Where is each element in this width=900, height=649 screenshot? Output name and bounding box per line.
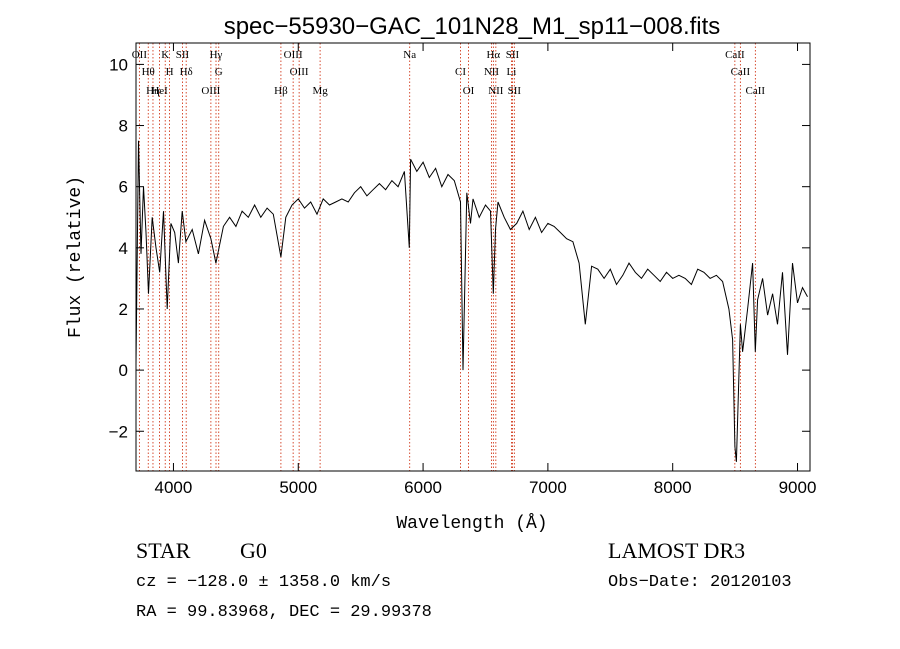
line-label: Hγ [210,49,223,61]
y-tick-label: 6 [119,178,128,197]
line-label: OIII [290,66,309,78]
y-tick-label: 8 [119,117,128,136]
y-tick-label: 0 [119,361,128,380]
y-tick-label: 4 [119,239,128,258]
line-label: SII [508,85,522,97]
line-label: K [161,49,169,61]
line-label: SII [176,49,190,61]
survey-name: LAMOST DR3 [608,538,746,563]
y-tick-label: −2 [109,422,128,441]
line-label: OIII [284,49,303,61]
line-label: Li [507,66,517,78]
x-tick-label: 8000 [654,478,692,497]
spectral-line-markers [138,43,756,471]
line-label: Hδ [180,66,193,78]
line-label: NII [484,66,500,78]
line-label: Hη [146,85,160,97]
y-axis-label: Flux (relative) [66,176,86,338]
line-label: HeI [151,85,168,97]
x-axis-label: Wavelength (Å) [396,513,547,534]
x-tick-label: 6000 [404,478,442,497]
object-class: STAR [136,538,191,563]
line-label: CaII [731,66,751,78]
ra-dec-coordinates: RA = 99.83968, DEC = 29.99378 [136,603,432,622]
chart-title: spec−55930−GAC_101N28_M1_sp11−008.fits [224,13,721,40]
line-label: G [215,66,223,78]
line-label: Mg [312,85,328,97]
observation-date: Obs−Date: 20120103 [608,573,792,592]
line-label: OIII [201,85,220,97]
y-tick-label: 10 [109,55,128,74]
plot-frame [135,42,811,472]
line-label: Hα [486,49,500,61]
line-label: SII [506,49,520,61]
line-label: Hβ [274,85,288,97]
line-label: OII [132,49,148,61]
x-axis-ticks: 4000 5000 6000 7000 8000 9000 [155,43,817,497]
x-tick-label: 5000 [279,478,317,497]
line-label: CaII [746,85,766,97]
spectral-line-labels: OIIHθHηKHHeISIIHδOIIIHγGHβOIIIOIIIMgNaCI… [132,49,766,97]
x-tick-label: 4000 [155,478,193,497]
line-label: NII [488,85,504,97]
line-label: OI [463,85,475,97]
line-label: Na [403,49,416,61]
spectrum-series-line [135,140,808,462]
y-axis-ticks: −2 0 2 4 6 8 10 [109,55,810,441]
x-tick-label: 9000 [779,478,817,497]
line-label: H [166,66,174,78]
x-tick-label: 7000 [529,478,567,497]
line-label: CI [455,66,466,78]
line-label: Hθ [142,66,155,78]
y-tick-label: 2 [119,300,128,319]
redshift-velocity: cz = −128.0 ± 1358.0 km/s [136,573,392,592]
object-subclass: G0 [240,538,267,563]
line-label: CaII [725,49,745,61]
